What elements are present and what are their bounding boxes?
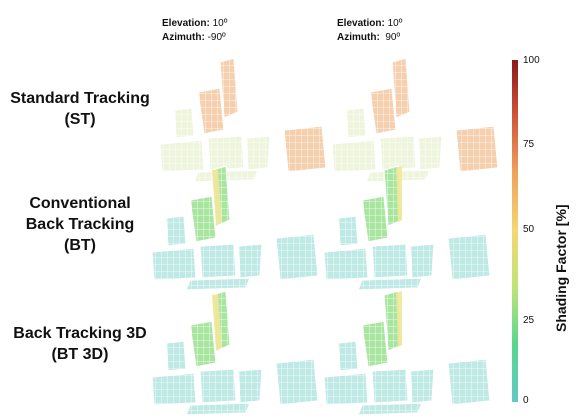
- azimuth-label: Azimuth:: [337, 32, 380, 43]
- row-label-line: (BT 3D): [51, 346, 109, 363]
- pv-block-grid: [276, 234, 318, 280]
- pv-block-grid: [208, 136, 244, 170]
- pv-block-grid: [220, 58, 238, 118]
- pv-block-grid: [238, 244, 262, 278]
- pv-block-grid: [380, 136, 416, 170]
- pv-block-grid: [238, 369, 262, 403]
- azimuth-value: -90º: [207, 32, 226, 43]
- colorbar-tick-50: 50: [523, 224, 535, 235]
- plant-map-st-az-90: [331, 57, 499, 183]
- pv-block-grid: [410, 244, 434, 278]
- row-label-line: (ST): [64, 111, 96, 128]
- pv-block-grid: [284, 126, 326, 172]
- elevation-value: 10º: [387, 18, 403, 29]
- pv-block-grid: [190, 196, 216, 242]
- pv-block-grid: [246, 136, 270, 170]
- pv-block-grid: [456, 126, 498, 172]
- pv-block-grid: [338, 341, 358, 371]
- row-label-st: Standard Tracking (ST): [0, 88, 160, 130]
- pv-block-grid: [332, 140, 376, 172]
- azimuth-label: Azimuth:: [162, 32, 205, 43]
- pv-block-grid: [324, 373, 368, 405]
- pv-block-grid: [186, 403, 250, 415]
- pv-block-grid: [200, 369, 236, 403]
- pv-block-grid: [372, 244, 408, 278]
- row-label-line: Back Tracking: [25, 216, 135, 233]
- row-label-line: Conventional: [29, 195, 131, 212]
- plant-map-bt3d-az-neg90: [151, 290, 319, 416]
- elevation-value: 10º: [212, 18, 228, 29]
- colorbar: [512, 60, 518, 402]
- pv-block-grid: [362, 321, 388, 367]
- pv-block-grid: [372, 369, 408, 403]
- row-label-line: Standard Tracking: [10, 90, 150, 107]
- colorbar-title: Shading Factor [%]: [553, 204, 569, 332]
- row-label-line: Back Tracking 3D: [13, 325, 147, 342]
- colorbar-tick-0: 0: [523, 395, 529, 406]
- pv-block-grid: [186, 278, 250, 290]
- pv-block-grid: [392, 58, 410, 118]
- colorbar-tick-25: 25: [523, 315, 535, 326]
- pv-block-grid: [160, 140, 204, 172]
- row-label-bt: Conventional Back Tracking (BT): [0, 193, 160, 256]
- plant-map-bt3d-az-90: [323, 290, 491, 416]
- row-label-line: (BT): [64, 237, 96, 254]
- pv-block-grid: [448, 234, 490, 280]
- elevation-label: Elevation:: [337, 18, 385, 29]
- shading-highlight: [212, 294, 222, 351]
- pv-block-grid: [174, 108, 194, 138]
- pv-block-grid: [338, 216, 358, 246]
- pv-block-grid: [190, 321, 216, 367]
- plant-map-bt-az-neg90: [151, 165, 319, 291]
- pv-block-grid: [346, 108, 366, 138]
- pv-block-grid: [198, 88, 224, 134]
- pv-block-grid: [166, 341, 186, 371]
- pv-block-grid: [358, 278, 422, 290]
- azimuth-value: 90º: [379, 32, 401, 43]
- column-header-1: Elevation: 10º Azimuth: -90º: [162, 17, 227, 45]
- shading-highlight: [396, 291, 402, 347]
- row-label-bt3d: Back Tracking 3D (BT 3D): [0, 323, 160, 365]
- elevation-label: Elevation:: [162, 18, 210, 29]
- pv-block-grid: [166, 216, 186, 246]
- pv-block-grid: [448, 359, 490, 405]
- shading-highlight: [212, 169, 222, 226]
- pv-block-grid: [324, 248, 368, 280]
- column-header-2: Elevation: 10º Azimuth: 90º: [337, 17, 402, 45]
- pv-block-grid: [200, 244, 236, 278]
- pv-block-grid: [152, 248, 196, 280]
- pv-block-grid: [358, 403, 422, 415]
- colorbar-tick-100: 100: [523, 55, 540, 66]
- plant-map-st-az-neg90: [159, 57, 327, 183]
- pv-block-grid: [362, 196, 388, 242]
- shading-highlight: [396, 166, 402, 222]
- pv-block-grid: [152, 373, 196, 405]
- pv-block-grid: [370, 88, 396, 134]
- pv-block-grid: [276, 359, 318, 405]
- plant-map-bt-az-90: [323, 165, 491, 291]
- pv-block-grid: [418, 136, 442, 170]
- pv-block-grid: [410, 369, 434, 403]
- colorbar-tick-75: 75: [523, 139, 535, 150]
